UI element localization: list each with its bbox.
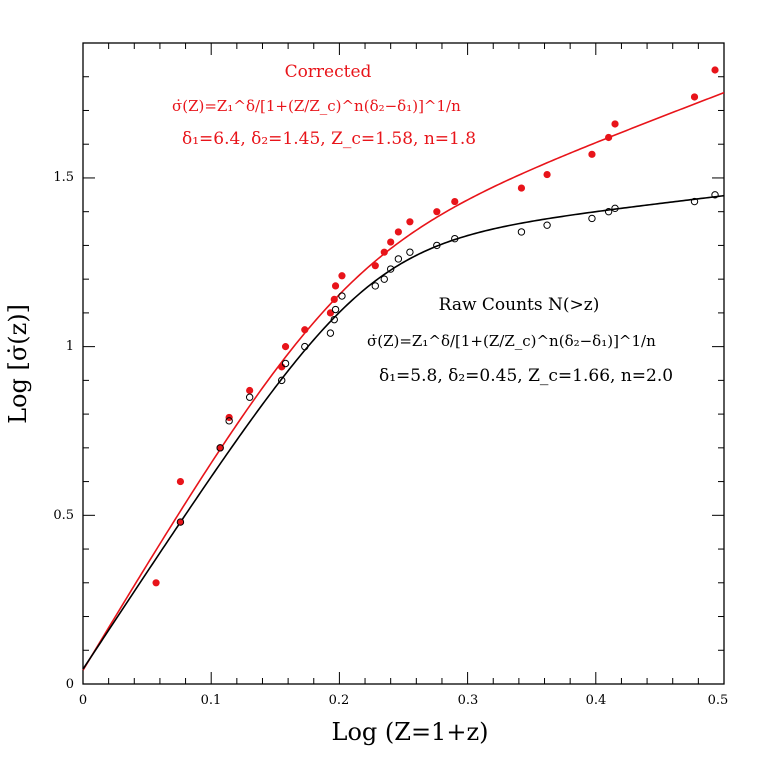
corrected-point — [331, 282, 340, 290]
x-tick-label: 0.5 — [708, 693, 729, 708]
raw-fit-curve — [82, 194, 725, 670]
raw-point — [517, 228, 526, 236]
x-axis-title: Log (Z=1+z) — [332, 718, 489, 746]
corrected-point — [517, 184, 526, 192]
raw-point — [278, 376, 286, 385]
raw-point — [338, 292, 346, 300]
raw-formula: σ̇(Z)=Z₁^δ/[1+(Z/Z_c)^n(δ₂−δ₁)]^1/n — [367, 332, 656, 350]
raw-point — [245, 393, 254, 401]
y-axis-title: Log [σ̇(z)] — [4, 304, 32, 424]
axis-ticks — [82, 43, 725, 685]
plot-frame — [82, 42, 725, 685]
raw-title: Raw Counts N(>z) — [439, 295, 600, 315]
corrected-point — [330, 295, 338, 303]
corrected-point — [278, 363, 286, 371]
raw-point — [330, 315, 338, 324]
raw-point — [380, 275, 388, 283]
raw-point — [216, 444, 224, 452]
raw-point — [406, 248, 414, 256]
corrected-point — [690, 93, 699, 101]
x-tick-label: 0.2 — [329, 693, 350, 708]
corrected-point — [338, 272, 346, 280]
corrected-point — [451, 197, 459, 206]
corrected-point — [387, 238, 395, 246]
corrected-point — [711, 66, 719, 74]
corrected-point — [543, 170, 551, 179]
raw-params: δ₁=5.8, δ₂=0.45, Z_c=1.66, n=2.0 — [379, 366, 673, 386]
corrected-point — [588, 150, 596, 158]
raw-point — [176, 518, 185, 526]
corrected-point — [394, 228, 402, 236]
data-points — [152, 66, 719, 587]
x-tick-label: 0.3 — [458, 693, 479, 708]
corrected-point — [246, 386, 254, 395]
raw-point — [588, 214, 596, 223]
raw-point — [371, 282, 379, 290]
raw-point — [386, 265, 395, 273]
corrected-fit-curve — [82, 91, 725, 671]
corrected-title: Corrected — [285, 62, 372, 82]
corrected-point — [152, 579, 160, 587]
raw-point — [225, 417, 233, 425]
corrected-point — [605, 133, 613, 142]
y-tick-label: 1.5 — [53, 170, 74, 185]
y-tick-label: 1 — [66, 339, 74, 354]
corrected-point — [326, 309, 335, 317]
raw-point — [281, 359, 290, 368]
y-tick-label: 0 — [66, 677, 74, 692]
corrected-point — [176, 477, 185, 486]
raw-point — [433, 241, 441, 250]
fit-curves — [82, 91, 725, 671]
raw-point — [451, 234, 459, 243]
raw-point — [711, 191, 719, 199]
corrected-point — [433, 208, 441, 216]
raw-point — [611, 204, 619, 213]
corrected-point — [281, 343, 290, 351]
raw-point — [543, 221, 551, 229]
x-tick-label: 0.4 — [586, 693, 607, 708]
corrected-point — [371, 262, 379, 270]
corrected-point — [611, 120, 619, 128]
raw-point — [690, 197, 699, 206]
raw-point — [604, 207, 613, 216]
y-tick-label: 0.5 — [53, 508, 74, 523]
corrected-params: δ₁=6.4, δ₂=1.45, Z_c=1.58, n=1.8 — [182, 129, 476, 149]
raw-point — [326, 329, 335, 337]
corrected-point — [380, 248, 388, 256]
raw-point — [301, 342, 309, 351]
corrected-point — [406, 218, 414, 226]
x-tick-label: 0 — [79, 693, 87, 708]
corrected-formula: σ̇(Z)=Z₁^δ/[1+(Z/Z_c)^n(δ₂−δ₁)]^1/n — [172, 97, 461, 115]
corrected-point — [301, 326, 309, 334]
raw-point — [331, 305, 340, 314]
raw-point — [394, 255, 403, 263]
x-tick-label: 0.1 — [201, 693, 222, 708]
